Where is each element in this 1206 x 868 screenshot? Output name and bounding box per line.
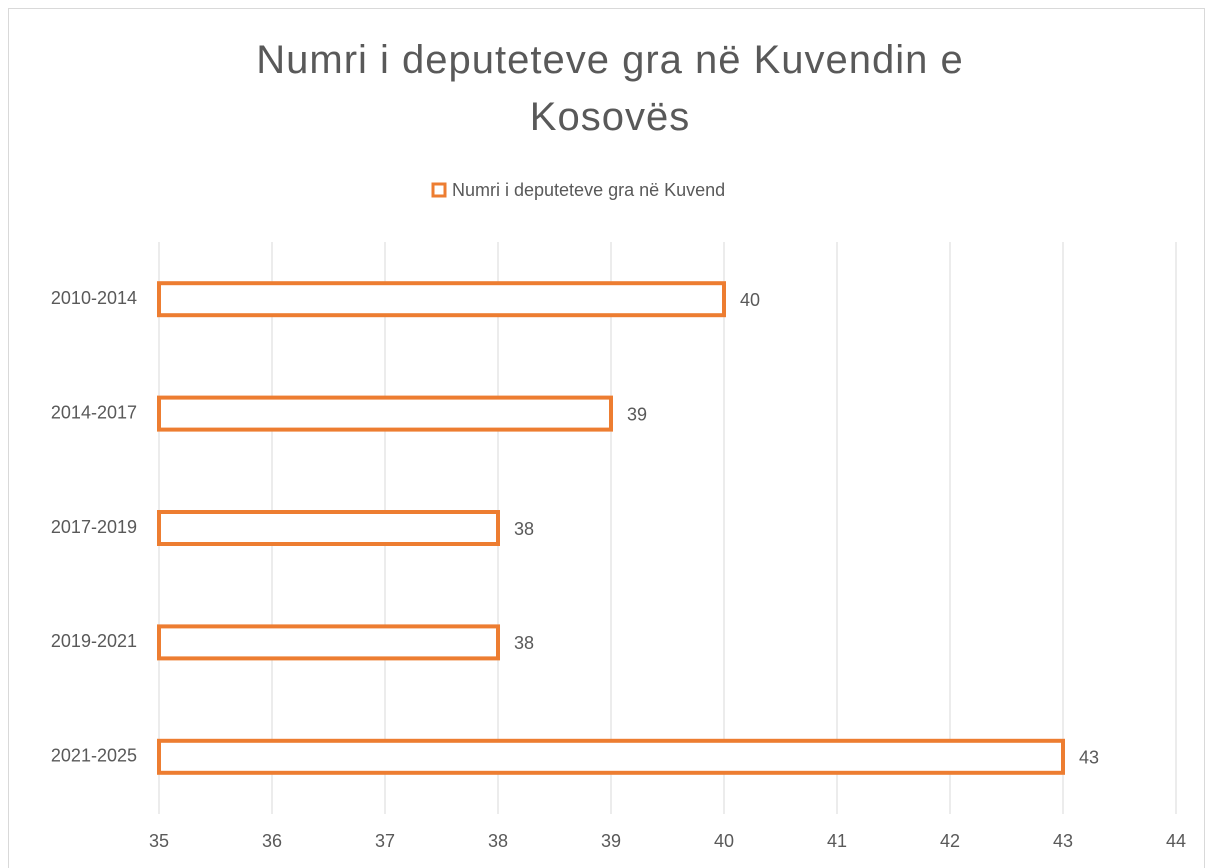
data-label: 43 bbox=[1079, 748, 1099, 768]
y-tick-label: 2017-2019 bbox=[51, 517, 137, 537]
data-label: 38 bbox=[514, 633, 534, 653]
bar bbox=[157, 281, 726, 318]
y-tick-label: 2014-2017 bbox=[51, 402, 137, 422]
bar bbox=[157, 624, 500, 661]
x-tick-label: 42 bbox=[940, 831, 960, 851]
chart-border bbox=[8, 8, 1205, 868]
y-tick-label: 2021-2025 bbox=[51, 746, 137, 766]
x-tick-label: 39 bbox=[601, 831, 621, 851]
x-tick-label: 37 bbox=[375, 831, 395, 851]
chart-title: Numri i deputeteve gra në Kuvendin e Kos… bbox=[256, 38, 964, 139]
x-tick-label: 44 bbox=[1166, 831, 1186, 851]
x-tick-label: 36 bbox=[262, 831, 282, 851]
x-tick-label: 43 bbox=[1053, 831, 1073, 851]
data-label: 38 bbox=[514, 519, 534, 539]
bar bbox=[157, 395, 613, 432]
bar bbox=[157, 738, 1065, 775]
y-tick-label: 2010-2014 bbox=[51, 288, 137, 308]
bar bbox=[157, 510, 500, 546]
x-tick-label: 35 bbox=[149, 831, 169, 851]
x-tick-label: 38 bbox=[488, 831, 508, 851]
legend-swatch bbox=[431, 182, 447, 198]
data-label: 40 bbox=[740, 290, 760, 310]
y-tick-label: 2019-2021 bbox=[51, 631, 137, 651]
x-tick-label: 41 bbox=[827, 831, 847, 851]
legend-label: Numri i deputeteve gra në Kuvend bbox=[452, 180, 725, 200]
x-tick-label: 40 bbox=[714, 831, 734, 851]
data-label: 39 bbox=[627, 404, 647, 424]
